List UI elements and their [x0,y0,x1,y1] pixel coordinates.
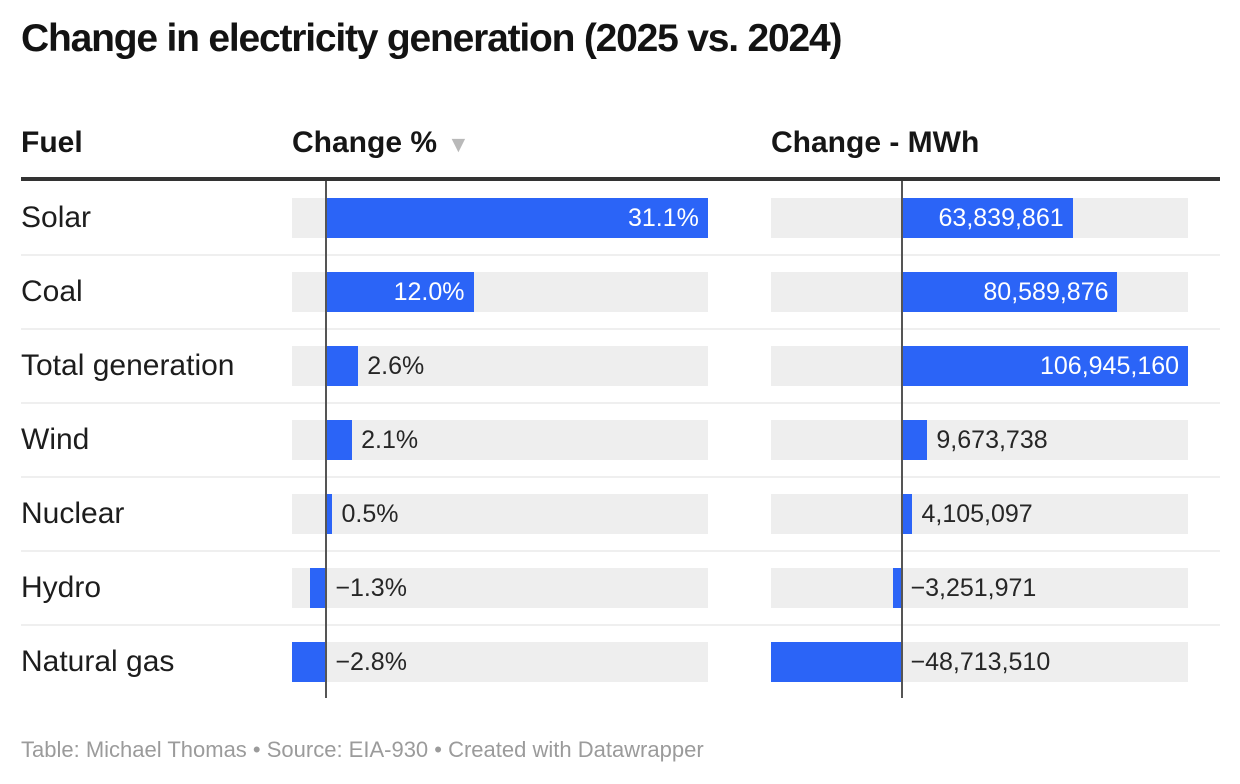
pct-bar [292,642,327,682]
mwh-bar-track: −48,713,510 [771,642,1188,682]
mwh-bar [771,642,902,682]
pct-bar [326,420,353,460]
row-separator [21,402,1220,404]
pct-bar-track: 31.1% [292,198,708,238]
pct-bar-track: 0.5% [292,494,708,534]
mwh-bar-track: 4,105,097 [771,494,1188,534]
header-rule [21,177,1220,181]
pct-bar-track: −2.8% [292,642,708,682]
pct-bar-value: 31.1% [628,204,699,232]
pct-bar [326,198,708,238]
pct-bar [326,272,474,312]
mwh-bar [901,420,928,460]
column-header-change-mwh[interactable]: Change - MWh [771,126,980,159]
mwh-bar-track: 63,839,861 [771,198,1188,238]
mwh-bar-value: −3,251,971 [910,574,1037,602]
column-header-change-pct[interactable]: Change % ▼ [292,126,470,160]
attribution-footer: Table: Michael Thomas • Source: EIA-930 … [21,737,704,762]
mwh-bar-track: 80,589,876 [771,272,1188,312]
pct-bar-track: 12.0% [292,272,708,312]
mwh-bar-value: 106,945,160 [1040,352,1180,380]
pct-bar-value: −2.8% [335,648,407,676]
pct-bar [326,346,359,386]
row-separator [21,624,1220,626]
pct-bar-value: 2.1% [361,426,419,454]
pct-bar-track: −1.3% [292,568,708,608]
mwh-bar [901,272,1118,312]
mwh-zero-baseline [900,181,903,698]
row-separator [21,476,1220,478]
mwh-bar-track: −3,251,971 [771,568,1188,608]
mwh-bar [901,494,913,534]
pct-zero-baseline [325,181,328,698]
mwh-bar [901,198,1073,238]
pct-bar-value: −1.3% [335,574,407,602]
mwh-bar [892,568,902,608]
pct-bar [310,568,327,608]
fuel-label: Total generation [21,349,235,382]
chart-title: Change in electricity generation (2025 v… [21,17,842,60]
mwh-bar-value: 9,673,738 [936,426,1048,454]
fuel-label: Hydro [21,571,102,604]
sort-descending-icon: ▼ [447,131,470,157]
pct-bar-track: 2.1% [292,420,708,460]
mwh-bar-value: 63,839,861 [938,204,1064,232]
fuel-label: Solar [21,201,92,234]
fuel-label: Nuclear [21,497,125,530]
pct-bar [326,494,333,534]
column-header-fuel[interactable]: Fuel [21,126,83,159]
mwh-bar [901,346,1188,386]
mwh-bar-value: −48,713,510 [910,648,1051,676]
pct-bar-value: 2.6% [367,352,425,380]
row-separator [21,550,1220,552]
pct-bar-value: 12.0% [393,278,465,306]
row-separator [21,254,1220,256]
fuel-label: Natural gas [21,645,175,678]
row-separator [21,328,1220,330]
mwh-bar-track: 9,673,738 [771,420,1188,460]
column-header-change-pct-label: Change % [292,126,438,159]
mwh-bar-value: 80,589,876 [983,278,1109,306]
pct-bar-value: 0.5% [341,500,399,528]
mwh-bar-track: 106,945,160 [771,346,1188,386]
fuel-label: Wind [21,423,90,456]
pct-bar-track: 2.6% [292,346,708,386]
mwh-bar-value: 4,105,097 [921,500,1033,528]
fuel-label: Coal [21,275,83,308]
